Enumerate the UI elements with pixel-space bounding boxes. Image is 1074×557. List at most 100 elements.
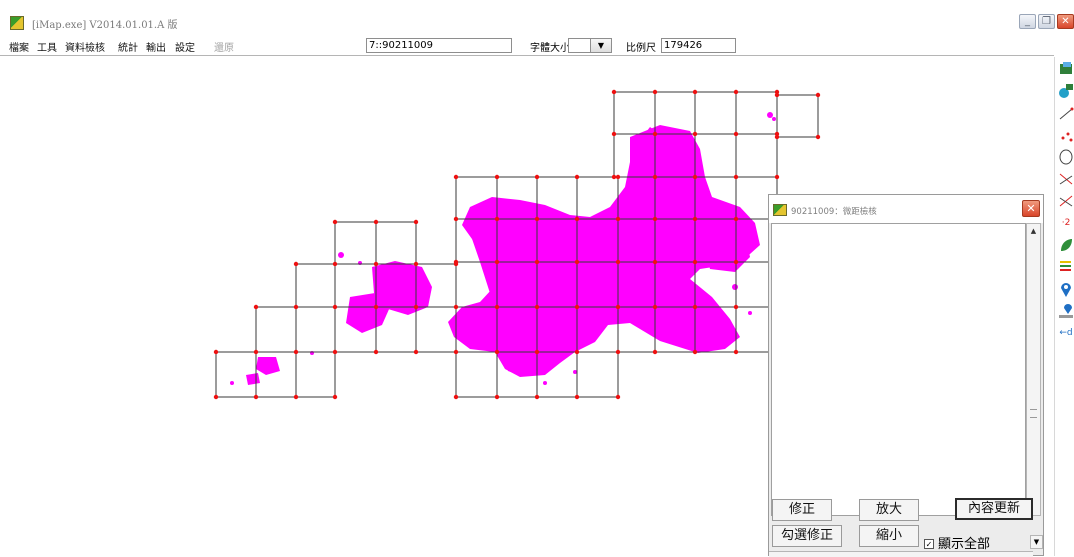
lasso-tool-icon[interactable]: [1058, 148, 1074, 166]
grid-node: [494, 259, 500, 265]
grid-node: [774, 174, 780, 180]
grid-node: [534, 349, 540, 355]
checkbox-icon[interactable]: ✓: [924, 539, 934, 549]
check-panel: 90211009：微距檢核 ✕ ▲ 修正 放大 內容更新 勾選修正 縮小 ✓ 顯示…: [768, 194, 1044, 557]
grid-node: [453, 304, 459, 310]
grid-node: [652, 304, 658, 310]
grid-node: [293, 394, 299, 400]
grid-node: [534, 304, 540, 310]
grid-cell: [735, 133, 778, 178]
grid-node: [652, 216, 658, 222]
grid-node: [373, 304, 379, 310]
grid-node: [453, 261, 459, 267]
horizontal-scrollbar[interactable]: [769, 551, 1033, 557]
menu-output[interactable]: 輸出: [146, 43, 166, 54]
grid-node: [574, 394, 580, 400]
scroll-grip[interactable]: [1030, 409, 1037, 418]
legend-icon[interactable]: [1058, 258, 1074, 276]
grid-cell: [255, 306, 297, 353]
point-tool-icon[interactable]: [1058, 126, 1074, 144]
layer-tool-icon[interactable]: [1058, 61, 1074, 79]
chevron-down-icon[interactable]: ▼: [590, 38, 612, 53]
grid-node: [253, 304, 259, 310]
chevron-down-icon[interactable]: ▼: [1030, 535, 1043, 549]
menu-bar: 檔案 工具 資料檢核 統計 輸出 設定 還原 7::90211009 字體大小 …: [0, 34, 1054, 56]
panel-title-bar[interactable]: 90211009：微距檢核 ✕: [769, 195, 1043, 223]
merge-tool-icon[interactable]: [1058, 82, 1074, 100]
menu-data-check[interactable]: 資料檢核: [65, 43, 105, 54]
number-label-icon[interactable]: ·2: [1061, 218, 1071, 228]
grid-cell: [375, 221, 417, 265]
map-id-field[interactable]: 7::90211009: [366, 38, 512, 53]
grid-node: [574, 259, 580, 265]
grid-node: [373, 219, 379, 225]
menu-tools[interactable]: 工具: [37, 43, 57, 54]
grid-node: [494, 304, 500, 310]
grid-node: [733, 259, 739, 265]
grid-node: [373, 261, 379, 267]
grid-node: [332, 219, 338, 225]
map-pin-icon[interactable]: [1058, 280, 1074, 298]
line-tool-icon[interactable]: [1058, 104, 1074, 122]
grid-node: [611, 89, 617, 95]
map-pin-list-icon[interactable]: [1058, 302, 1074, 320]
grid-node: [733, 89, 739, 95]
grid-node: [733, 349, 739, 355]
zoom-in-button[interactable]: 放大: [859, 499, 919, 521]
cross-line-alt-icon[interactable]: [1058, 192, 1074, 210]
grid-node: [253, 349, 259, 355]
grid-node: [213, 349, 219, 355]
leaf-icon[interactable]: [1058, 236, 1074, 254]
grid-node: [574, 304, 580, 310]
grid-node: [453, 394, 459, 400]
refresh-content-button[interactable]: 內容更新: [955, 498, 1033, 520]
result-list[interactable]: [771, 223, 1026, 516]
scale-field[interactable]: 179426: [661, 38, 736, 53]
vertical-scrollbar[interactable]: ▲: [1026, 223, 1041, 516]
grid-node: [574, 174, 580, 180]
scroll-up-icon[interactable]: ▲: [1030, 227, 1037, 235]
grid-node: [733, 216, 739, 222]
cross-line-icon[interactable]: [1058, 170, 1074, 188]
checked-fix-button[interactable]: 勾選修正: [772, 525, 842, 547]
grid-cell: [415, 306, 457, 353]
grid-node: [774, 134, 780, 140]
menu-file[interactable]: 檔案: [9, 43, 29, 54]
map-canvas[interactable]: [0, 57, 1054, 556]
grid-node: [692, 259, 698, 265]
grid-node: [413, 219, 419, 225]
grid-node: [615, 349, 621, 355]
grid-cell: [295, 351, 336, 398]
close-button[interactable]: ✕: [1057, 14, 1074, 29]
zoom-out-button[interactable]: 縮小: [859, 525, 919, 547]
measure-distance-icon[interactable]: ←d: [1059, 328, 1073, 338]
grid-node: [611, 131, 617, 137]
grid-node: [615, 174, 621, 180]
grid-node: [494, 174, 500, 180]
menu-undo[interactable]: 還原: [214, 43, 234, 54]
fix-button[interactable]: 修正: [772, 499, 832, 521]
menu-settings[interactable]: 設定: [175, 43, 195, 54]
maximize-button[interactable]: ❐: [1038, 14, 1055, 29]
font-size-select[interactable]: [568, 38, 592, 53]
show-all-checkbox[interactable]: ✓ 顯示全部: [924, 533, 990, 552]
grid-node: [692, 349, 698, 355]
close-icon[interactable]: ✕: [1022, 200, 1040, 217]
minimize-button[interactable]: _: [1019, 14, 1036, 29]
show-all-label: 顯示全部: [938, 537, 991, 552]
grid-node: [692, 304, 698, 310]
grid-node: [332, 349, 338, 355]
grid-node: [373, 349, 379, 355]
grid-cell: [613, 91, 656, 135]
grid-node: [652, 131, 658, 137]
grid-node: [733, 174, 739, 180]
menu-statistics[interactable]: 統計: [118, 43, 138, 54]
title-bar: [iMap.exe] V2014.01.01.A 版 _ ❐ ✕: [0, 0, 1074, 34]
grid-node: [652, 174, 658, 180]
grid-node: [815, 134, 821, 140]
grid-node: [652, 89, 658, 95]
grid-node: [615, 394, 621, 400]
grid-node: [293, 261, 299, 267]
grid-node: [332, 261, 338, 267]
grid-cell: [295, 263, 336, 308]
